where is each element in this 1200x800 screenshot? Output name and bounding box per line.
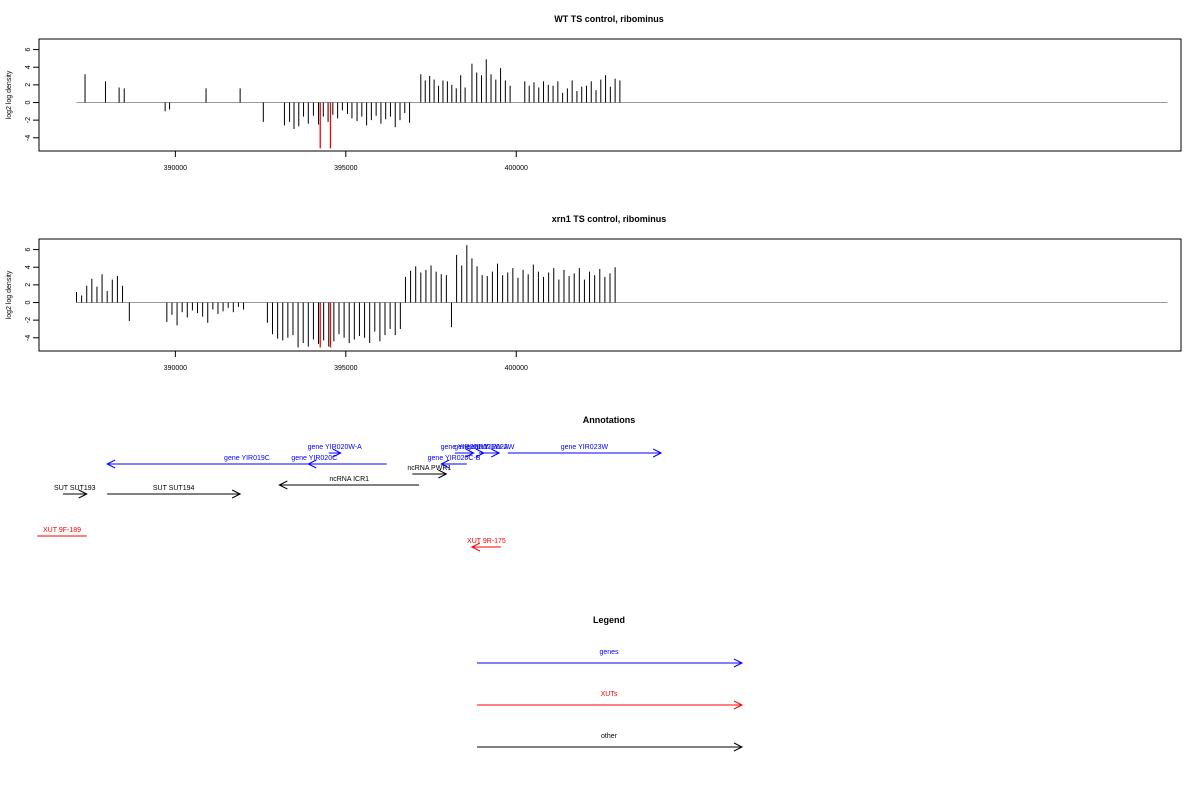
arrow-head-icon <box>231 489 242 499</box>
feature-label: gene YIR020C <box>291 455 337 462</box>
wt-bars <box>76 59 1168 149</box>
x-tick-label: 390000 <box>164 165 187 172</box>
y-tick-label: 6 <box>25 248 32 252</box>
arrow-head-icon <box>490 448 501 458</box>
y-tick-label: 2 <box>25 283 32 287</box>
annotation-feature: ncRNA ICR1 <box>278 476 420 490</box>
legend-item: other <box>477 733 744 752</box>
xrn1-bars <box>75 245 1168 348</box>
annotation-feature: gene YIR020C-B <box>428 455 481 469</box>
legend-items: genes XUTs other <box>477 649 744 752</box>
annotations-title: Annotations <box>583 415 636 425</box>
annotation-feature: gene YIR019C <box>106 455 387 469</box>
arrow-head-icon <box>733 742 744 752</box>
arrow-head-icon <box>733 658 744 668</box>
annotation-feature: XUT 9F-189 <box>37 527 87 537</box>
annotation-feature: ncRNA PWR1 <box>407 465 451 479</box>
xrn1-panel: xrn1 TS control, ribominus log2 log dens… <box>6 214 1182 372</box>
x-tick-label: 400000 <box>505 165 528 172</box>
xrn1-panel-title: xrn1 TS control, ribominus <box>552 214 667 224</box>
feature-label: gene YIR020C-B <box>428 455 481 462</box>
arrow-head-icon <box>470 542 481 552</box>
annotation-feature: XUT 9R-175 <box>467 538 506 552</box>
y-tick-label: -4 <box>25 135 32 141</box>
legend-item: XUTs <box>477 691 744 710</box>
feature-label: gene YIR022W <box>467 444 515 451</box>
annotations-panel: Annotations gene YIR019C gene YIR020Cgene… <box>37 415 663 552</box>
feature-label: ncRNA ICR1 <box>329 476 369 483</box>
feature-label: XUT 9F-189 <box>43 527 81 534</box>
feature-label: gene YIR023W <box>561 444 609 451</box>
arrow-head-icon <box>438 469 448 479</box>
arrow-head-icon <box>106 459 116 469</box>
xrn1-y-ticks: -4 -2 0 2 4 6 <box>25 248 40 341</box>
x-tick-label: 395000 <box>334 365 357 372</box>
arrow-head-icon <box>278 480 288 490</box>
x-tick-label: 390000 <box>164 365 187 372</box>
feature-label: gene YIR021W <box>441 444 489 451</box>
y-tick-label: -2 <box>25 317 32 323</box>
annotation-feature: gene YIR022W <box>467 444 515 458</box>
annotation-feature: gene YIR023W <box>507 444 663 458</box>
annotation-feature: gene YIR021W <box>441 444 489 458</box>
annotation-features: gene YIR019C gene YIR020C gene YIR020W-A nc… <box>37 444 663 552</box>
legend-label: XUTs <box>601 691 618 698</box>
feature-label: SUT SUT193 <box>54 485 96 492</box>
xrn1-x-ticks: 390000 395000 400000 <box>164 350 528 372</box>
arrow-head-icon <box>440 459 450 469</box>
wt-x-ticks: 390000 395000 400000 <box>164 150 528 172</box>
y-tick-label: 0 <box>25 300 32 304</box>
legend-title: Legend <box>593 615 625 625</box>
x-tick-label: 400000 <box>505 365 528 372</box>
legend-item: genes <box>477 649 744 668</box>
feature-label: ncRNA PWR1 <box>407 465 451 472</box>
wt-panel-title: WT TS control, ribominus <box>554 14 664 24</box>
feature-label: gene YIR021W-A <box>454 444 509 451</box>
arrow-head-icon <box>332 448 342 458</box>
feature-label: SUT SUT194 <box>153 485 195 492</box>
arrow-head-icon <box>733 700 744 710</box>
wt-panel: WT TS control, ribominus log2 log densit… <box>6 14 1182 172</box>
arrow-head-icon <box>465 448 475 458</box>
legend-panel: Legend genes XUTs other <box>477 615 744 752</box>
wt-y-axis-label: log2 log density <box>6 70 13 119</box>
feature-label: gene YIR020W-A <box>308 444 363 451</box>
annotation-feature: SUT SUT194 <box>107 485 242 499</box>
arrow-head-icon <box>652 448 663 458</box>
y-tick-label: 6 <box>25 48 32 52</box>
y-tick-label: -4 <box>25 335 32 341</box>
y-tick-label: 2 <box>25 83 32 87</box>
annotation-feature: SUT SUT193 <box>54 485 96 499</box>
wt-y-ticks: -4 -2 0 2 4 6 <box>25 48 40 141</box>
y-tick-label: 0 <box>25 100 32 104</box>
xrn1-y-axis-label: log2 log density <box>6 270 13 319</box>
y-tick-label: 4 <box>25 265 32 269</box>
feature-label: gene YIR019C <box>224 455 270 462</box>
arrow-head-icon <box>78 489 88 499</box>
y-tick-label: 4 <box>25 65 32 69</box>
annotation-feature: gene YIR020W-A <box>308 444 363 458</box>
annotation-feature: gene YIR020C <box>291 455 337 469</box>
legend-label: other <box>601 733 618 740</box>
legend-label: genes <box>599 649 619 656</box>
x-tick-label: 395000 <box>334 165 357 172</box>
feature-label: XUT 9R-175 <box>467 538 506 545</box>
arrow-head-icon <box>307 459 317 469</box>
y-tick-label: -2 <box>25 117 32 123</box>
